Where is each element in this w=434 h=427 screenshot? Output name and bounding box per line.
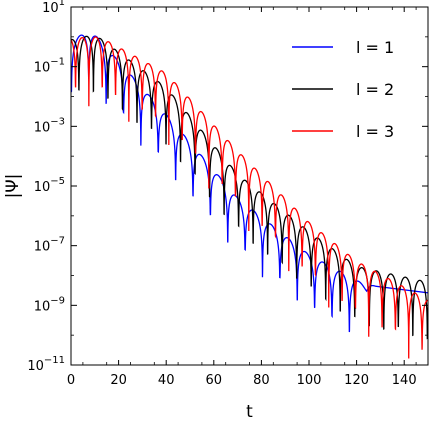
x-tick-label: 140	[392, 373, 417, 388]
x-axis-label: t	[246, 402, 253, 422]
y-tick-label: 10−9	[34, 295, 65, 314]
y-tick-label: 101	[42, 0, 65, 16]
x-tick-label: 20	[110, 373, 127, 388]
y-tick-exponent: −11	[44, 355, 65, 366]
y-tick-exponent: −5	[50, 176, 65, 187]
y-tick-label: 10−7	[34, 236, 65, 255]
legend-label-l3: l = 3	[356, 122, 394, 141]
y-tick-base: 10	[27, 359, 44, 374]
y-tick-base: 10	[42, 1, 59, 16]
y-tick-base: 10	[34, 299, 51, 314]
x-tick-label: 0	[67, 373, 75, 388]
x-tick-label: 60	[206, 373, 223, 388]
series-line-l3	[71, 36, 428, 359]
y-tick-exponent: −9	[50, 295, 65, 306]
axis-ticks: 0 20 40 60 80 100 120 14010110−110−310−510−710−…	[27, 0, 428, 388]
y-tick-base: 10	[34, 120, 51, 135]
y-tick-exponent: −1	[50, 57, 65, 68]
legend: l = 1 l = 2 l = 3	[292, 38, 394, 141]
x-tick-label: 120	[344, 373, 369, 388]
y-tick-exponent: −3	[50, 116, 65, 127]
x-tick-label: 40	[158, 373, 175, 388]
y-tick-exponent: 1	[59, 0, 65, 8]
y-tick-label: 10−11	[27, 355, 65, 374]
y-tick-exponent: −7	[50, 236, 65, 247]
y-tick-label: 10−3	[34, 116, 65, 135]
x-tick-label: 80	[253, 373, 270, 388]
legend-label-l2: l = 2	[356, 80, 394, 99]
y-tick-base: 10	[34, 61, 51, 76]
y-tick-label: 10−1	[34, 57, 65, 76]
series-lines	[71, 34, 428, 359]
y-axis-label: |Ψ|	[3, 174, 23, 199]
y-tick-label: 10−5	[34, 176, 65, 195]
y-tick-base: 10	[34, 240, 51, 255]
legend-label-l1: l = 1	[356, 38, 394, 57]
x-tick-label: 100	[297, 373, 322, 388]
y-tick-base: 10	[34, 180, 51, 195]
